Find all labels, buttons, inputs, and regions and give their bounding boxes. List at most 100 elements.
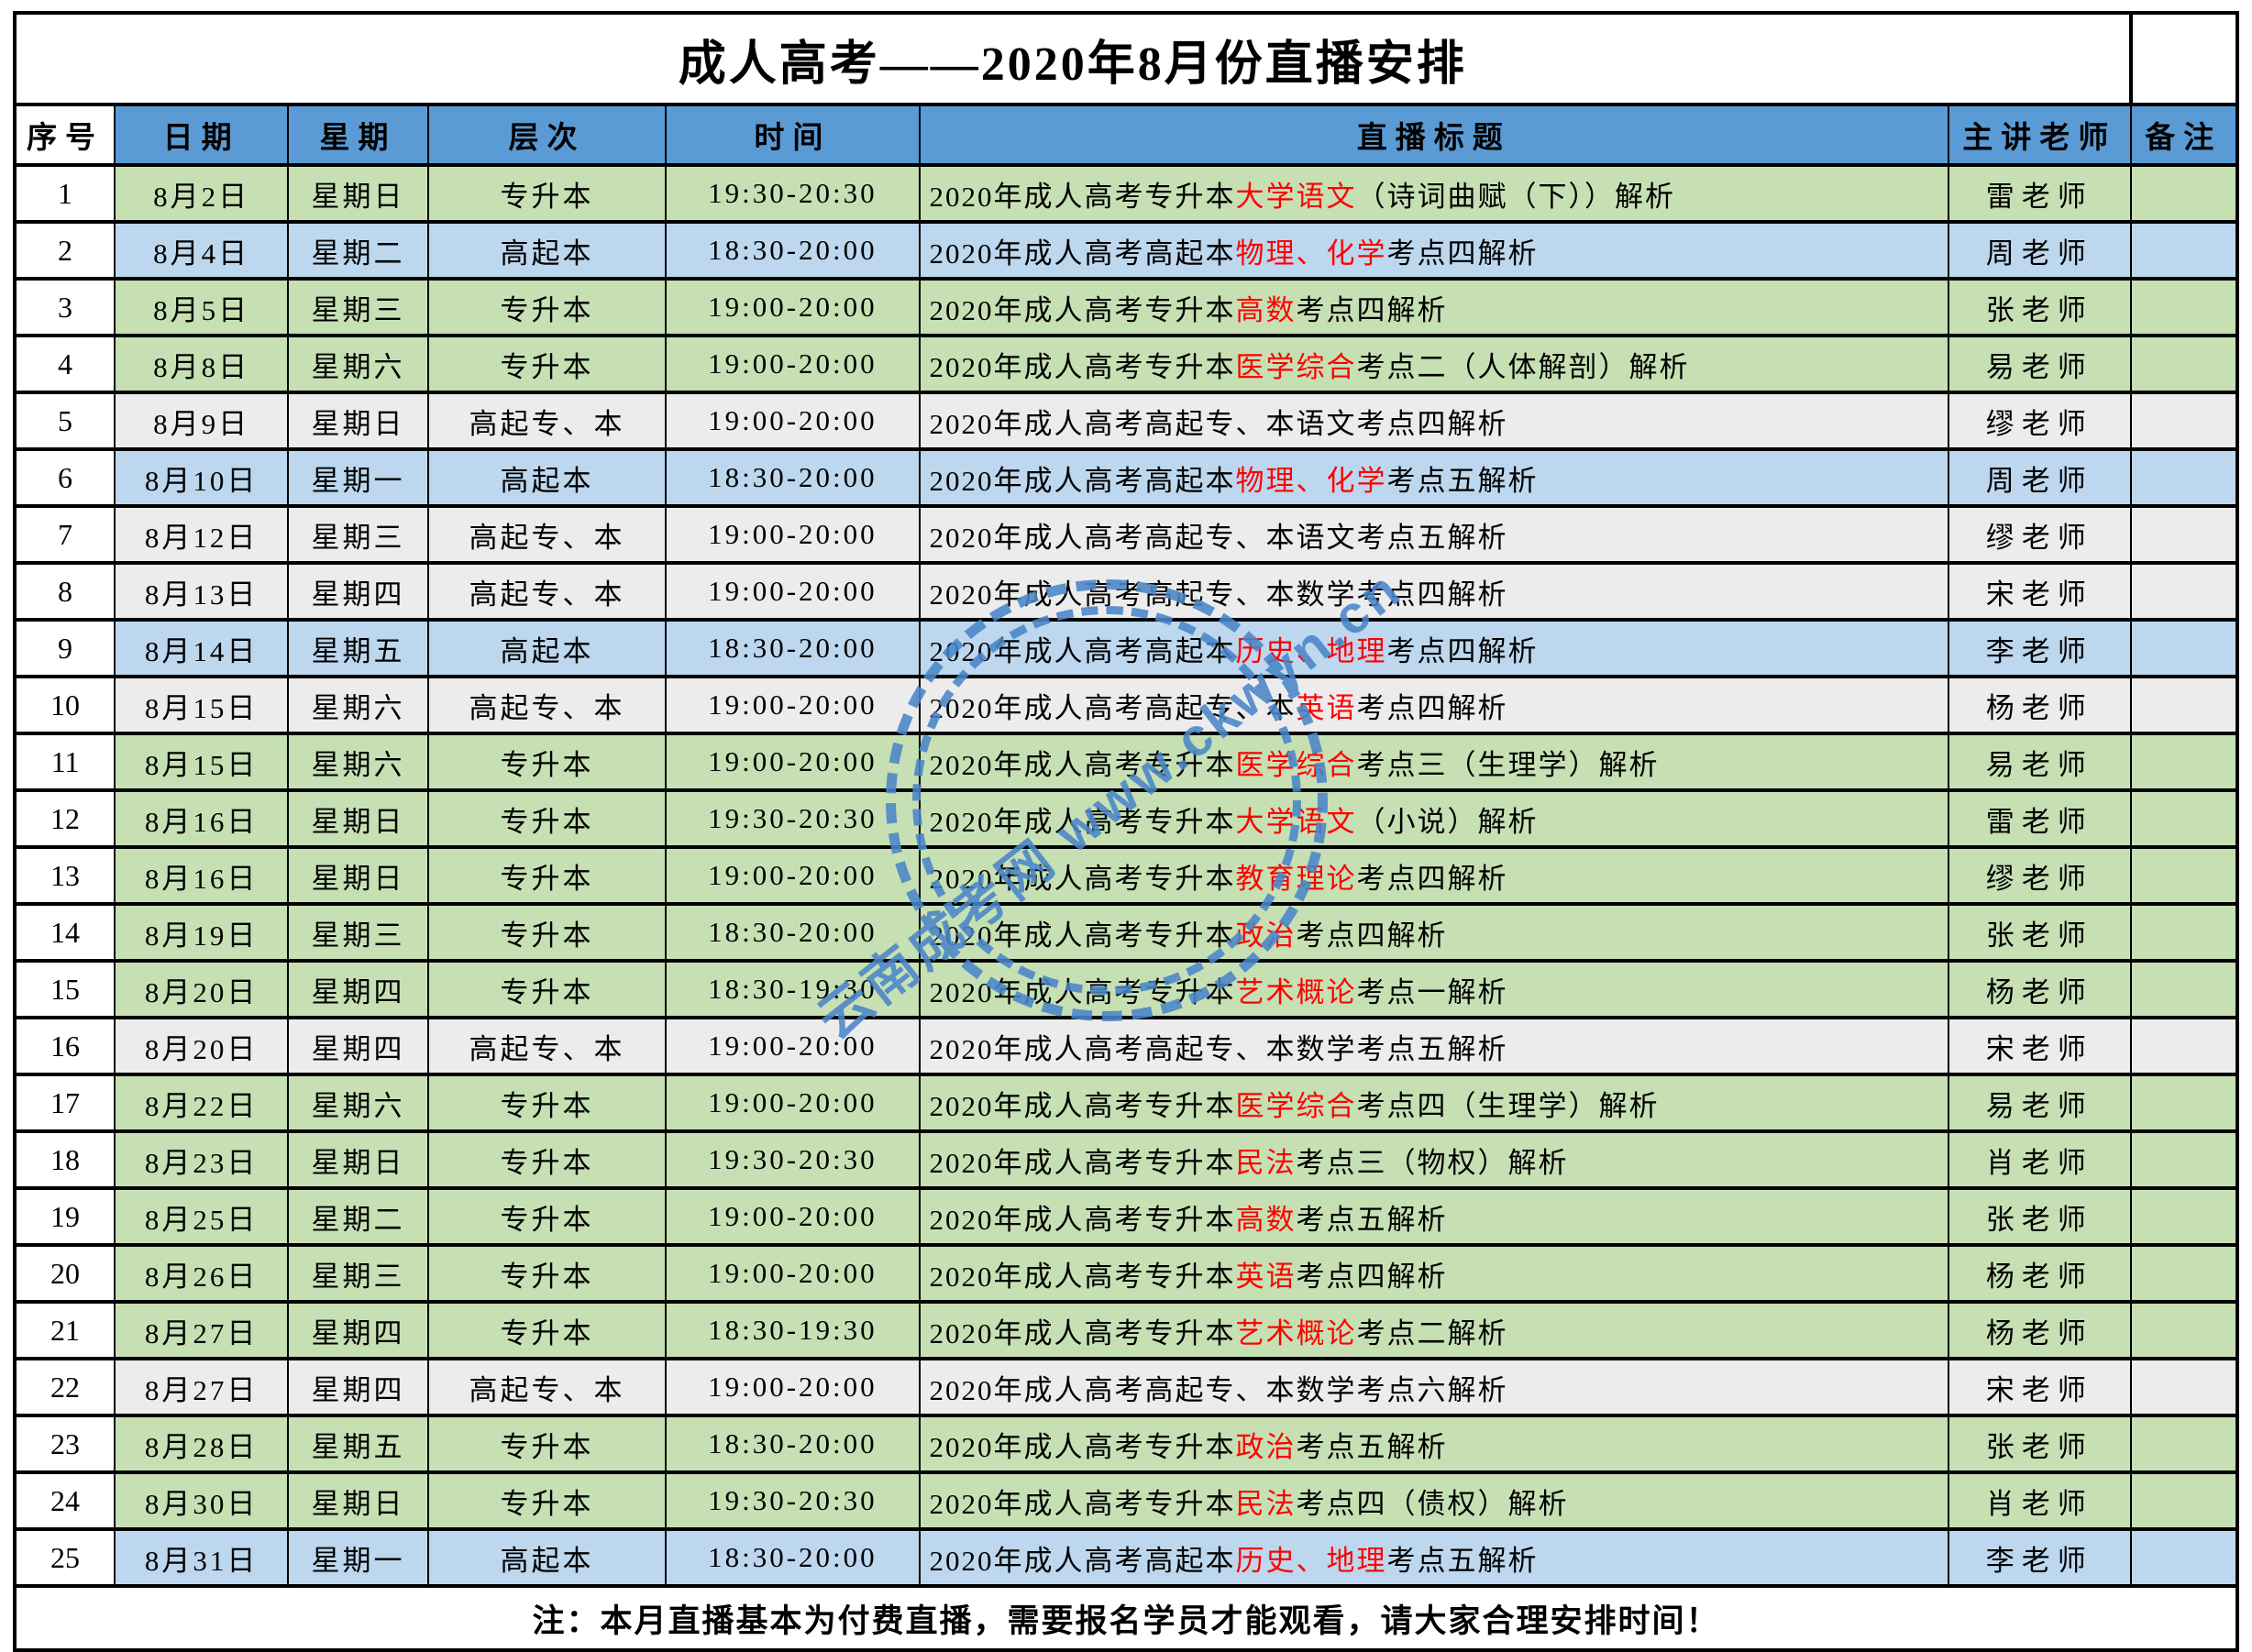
live-title-cell: 2020年成人高考专升本英语考点四解析 bbox=[918, 1243, 1949, 1304]
live-title-text: 2020年成人高考专升本 bbox=[929, 1487, 1236, 1520]
live-title-text: 考点五解析 bbox=[1296, 1203, 1448, 1236]
date-cell: 8月28日 bbox=[114, 1414, 290, 1474]
live-title-cell: 2020年成人高考高起专、本英语考点四解析 bbox=[918, 675, 1949, 735]
time-cell: 18:30-20:00 bbox=[665, 1414, 921, 1474]
weekday-cell: 星期日 bbox=[287, 1470, 429, 1531]
live-title-text: 考点二解析 bbox=[1356, 1316, 1508, 1349]
teacher-cell: 宋老师 bbox=[1947, 561, 2132, 622]
live-title-subject-highlight: 医学综合 bbox=[1235, 1089, 1357, 1122]
row-number-cell: 25 bbox=[13, 1527, 116, 1588]
weekday-cell: 星期日 bbox=[287, 391, 429, 451]
column-header-time: 时间 bbox=[665, 103, 921, 167]
table-row: 7 8月12日 星期三 高起专、本 19:00-20:00 2020年成人高考高起专、本语… bbox=[13, 504, 2239, 565]
weekday-cell: 星期六 bbox=[287, 732, 429, 792]
date-cell: 8月15日 bbox=[114, 732, 290, 792]
live-title-cell: 2020年成人高考高起专、本语文考点四解析 bbox=[918, 391, 1949, 451]
level-cell: 高起专、本 bbox=[426, 675, 668, 735]
time-cell: 19:00-20:00 bbox=[665, 1243, 921, 1304]
date-cell: 8月19日 bbox=[114, 902, 290, 963]
live-title-subject-highlight: 艺术概论 bbox=[1235, 975, 1357, 1008]
live-title-text: 考点一解析 bbox=[1356, 975, 1508, 1008]
table-row: 12 8月16日 星期日 专升本 19:30-20:30 2020年成人高考专升本大学语文… bbox=[13, 788, 2239, 849]
footer-note: 注：本月直播基本为付费直播，需要报名学员才能观看，请大家合理安排时间！ bbox=[14, 1584, 2238, 1652]
remark-cell bbox=[2129, 391, 2239, 451]
live-title-text: 2020年成人高考高起专、本语文考点四解析 bbox=[929, 407, 1508, 440]
row-number-cell: 13 bbox=[13, 845, 116, 906]
live-title-cell: 2020年成人高考专升本高数考点五解析 bbox=[918, 1186, 1949, 1247]
remark-cell bbox=[2129, 902, 2239, 963]
table-row: 8 8月13日 星期四 高起专、本 19:00-20:00 2020年成人高考高起专、本数… bbox=[13, 561, 2239, 622]
table-row: 5 8月9日 星期日 高起专、本 19:00-20:00 2020年成人高考高起专、本语文… bbox=[13, 391, 2239, 451]
weekday-cell: 星期五 bbox=[287, 618, 429, 678]
live-title-subject-highlight: 民法 bbox=[1235, 1487, 1297, 1520]
live-title-cell: 2020年成人高考专升本政治考点五解析 bbox=[918, 1414, 1949, 1474]
weekday-cell: 星期日 bbox=[287, 845, 429, 906]
live-title-subject-highlight: 艺术概论 bbox=[1235, 1316, 1357, 1349]
time-cell: 19:00-20:00 bbox=[665, 391, 921, 451]
row-number-cell: 16 bbox=[13, 1016, 116, 1076]
time-cell: 19:00-20:00 bbox=[665, 845, 921, 906]
header-row: 序号 日期 星期 层次 时间 直播标题 主讲老师 备注 bbox=[13, 103, 2239, 167]
weekday-cell: 星期日 bbox=[287, 163, 429, 224]
date-cell: 8月22日 bbox=[114, 1073, 290, 1133]
weekday-cell: 星期一 bbox=[287, 447, 429, 508]
live-title-text: 2020年成人高考高起专、本数学考点五解析 bbox=[929, 1032, 1508, 1065]
live-title-text: 2020年成人高考专升本 bbox=[929, 293, 1236, 326]
remark-cell bbox=[2129, 732, 2239, 792]
level-cell: 专升本 bbox=[426, 1073, 668, 1133]
time-cell: 19:00-20:00 bbox=[665, 1186, 921, 1247]
remark-cell bbox=[2129, 1016, 2239, 1076]
column-header-remark: 备注 bbox=[2129, 103, 2239, 167]
time-cell: 18:30-20:00 bbox=[665, 447, 921, 508]
date-cell: 8月31日 bbox=[114, 1527, 290, 1588]
weekday-cell: 星期三 bbox=[287, 504, 429, 565]
live-title-text: 2020年成人高考专升本 bbox=[929, 805, 1236, 838]
live-title-text: 考点五解析 bbox=[1296, 1430, 1448, 1463]
table-row: 21 8月27日 星期四 专升本 18:30-19:30 2020年成人高考专升本艺术概论… bbox=[13, 1300, 2239, 1360]
live-title-text: 2020年成人高考高起本 bbox=[929, 1544, 1236, 1577]
level-cell: 高起专、本 bbox=[426, 1357, 668, 1417]
level-cell: 专升本 bbox=[426, 902, 668, 963]
live-title-text: 考点四解析 bbox=[1356, 691, 1508, 724]
date-cell: 8月12日 bbox=[114, 504, 290, 565]
level-cell: 高起专、本 bbox=[426, 561, 668, 622]
schedule-rows: 1 8月2日 星期日 专升本 19:30-20:30 2020年成人高考专升本大学语文（诗… bbox=[13, 163, 2239, 1588]
time-cell: 19:00-20:00 bbox=[665, 1357, 921, 1417]
date-cell: 8月15日 bbox=[114, 675, 290, 735]
live-title-cell: 2020年成人高考高起专、本数学考点四解析 bbox=[918, 561, 1949, 622]
column-header-date: 日期 bbox=[114, 103, 290, 167]
date-cell: 8月4日 bbox=[114, 220, 290, 281]
weekday-cell: 星期日 bbox=[287, 788, 429, 849]
live-title-text: 考点四解析 bbox=[1386, 237, 1539, 270]
weekday-cell: 星期三 bbox=[287, 1243, 429, 1304]
teacher-cell: 张老师 bbox=[1947, 1186, 2132, 1247]
live-title-cell: 2020年成人高考高起本物理、化学考点五解析 bbox=[918, 447, 1949, 508]
table-row: 1 8月2日 星期日 专升本 19:30-20:30 2020年成人高考专升本大学语文（诗… bbox=[13, 163, 2239, 224]
live-title-cell: 2020年成人高考专升本医学综合考点二（人体解剖）解析 bbox=[918, 334, 1949, 394]
teacher-cell: 缪老师 bbox=[1947, 391, 2132, 451]
remark-cell bbox=[2129, 618, 2239, 678]
live-title-text: 2020年成人高考专升本 bbox=[929, 1146, 1236, 1179]
live-title-text: 2020年成人高考专升本 bbox=[929, 1430, 1236, 1463]
live-title-text: 2020年成人高考专升本 bbox=[929, 1089, 1236, 1122]
row-number-cell: 3 bbox=[13, 277, 116, 337]
live-title-subject-highlight: 高数 bbox=[1235, 293, 1297, 326]
schedule-table: 成人高考——2020年8月份直播安排 序号 日期 星期 层次 时间 直播标题 主… bbox=[13, 11, 2239, 1652]
time-cell: 19:30-20:30 bbox=[665, 788, 921, 849]
teacher-cell: 雷老师 bbox=[1947, 163, 2132, 224]
live-title-text: （诗词曲赋（下））解析 bbox=[1356, 180, 1676, 213]
remark-cell bbox=[2129, 277, 2239, 337]
date-cell: 8月30日 bbox=[114, 1470, 290, 1531]
date-cell: 8月27日 bbox=[114, 1357, 290, 1417]
live-title-text: 2020年成人高考专升本 bbox=[929, 180, 1236, 213]
column-header-level: 层次 bbox=[426, 103, 668, 167]
live-title-subject-highlight: 民法 bbox=[1235, 1146, 1297, 1179]
date-cell: 8月25日 bbox=[114, 1186, 290, 1247]
live-title-subject-highlight: 物理、化学 bbox=[1235, 237, 1387, 270]
level-cell: 专升本 bbox=[426, 788, 668, 849]
live-title-text: 2020年成人高考专升本 bbox=[929, 975, 1236, 1008]
teacher-cell: 张老师 bbox=[1947, 1414, 2132, 1474]
teacher-cell: 易老师 bbox=[1947, 1073, 2132, 1133]
live-title-text: 2020年成人高考高起本 bbox=[929, 237, 1236, 270]
table-row: 22 8月27日 星期四 高起专、本 19:00-20:00 2020年成人高考高起专、本… bbox=[13, 1357, 2239, 1417]
